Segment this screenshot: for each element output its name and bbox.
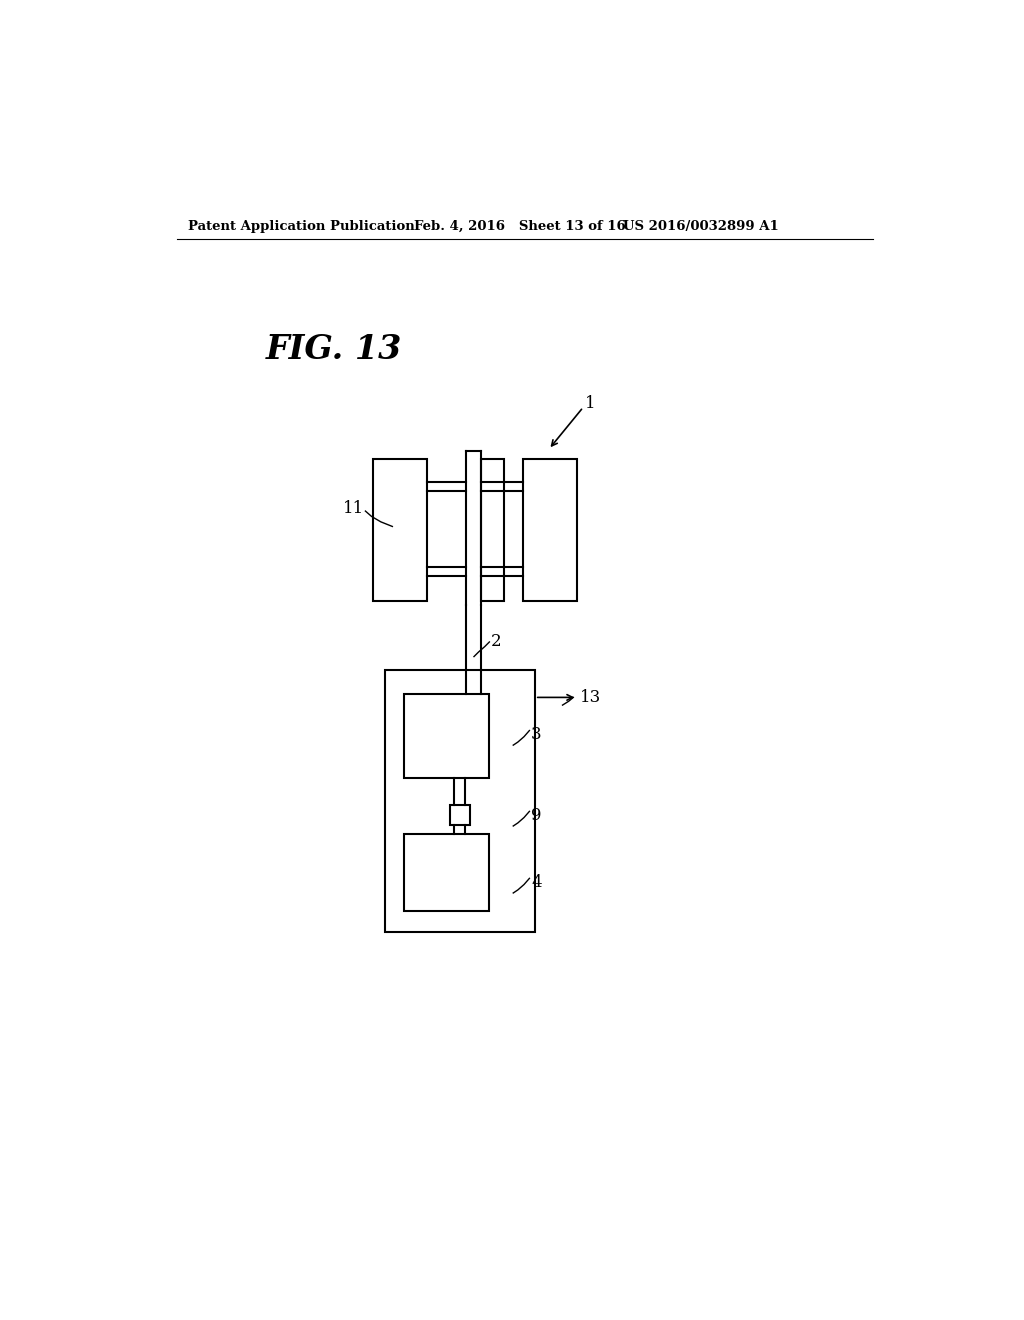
Text: Patent Application Publication: Patent Application Publication [188, 219, 415, 232]
Text: FIG. 13: FIG. 13 [265, 333, 401, 366]
Text: 11: 11 [343, 500, 364, 517]
Text: US 2016/0032899 A1: US 2016/0032899 A1 [624, 219, 779, 232]
Text: 13: 13 [580, 689, 601, 706]
Bar [523, 459, 578, 601]
Bar [450, 805, 470, 825]
Text: 3: 3 [531, 726, 542, 743]
Bar [373, 459, 427, 601]
Text: 2: 2 [490, 634, 502, 651]
Text: 1: 1 [585, 395, 596, 412]
Text: 9: 9 [531, 807, 542, 824]
Bar [403, 693, 488, 779]
Text: Feb. 4, 2016   Sheet 13 of 16: Feb. 4, 2016 Sheet 13 of 16 [414, 219, 626, 232]
Bar [385, 671, 535, 932]
Bar [403, 834, 488, 911]
Bar [481, 459, 504, 601]
Text: 4: 4 [531, 874, 542, 891]
